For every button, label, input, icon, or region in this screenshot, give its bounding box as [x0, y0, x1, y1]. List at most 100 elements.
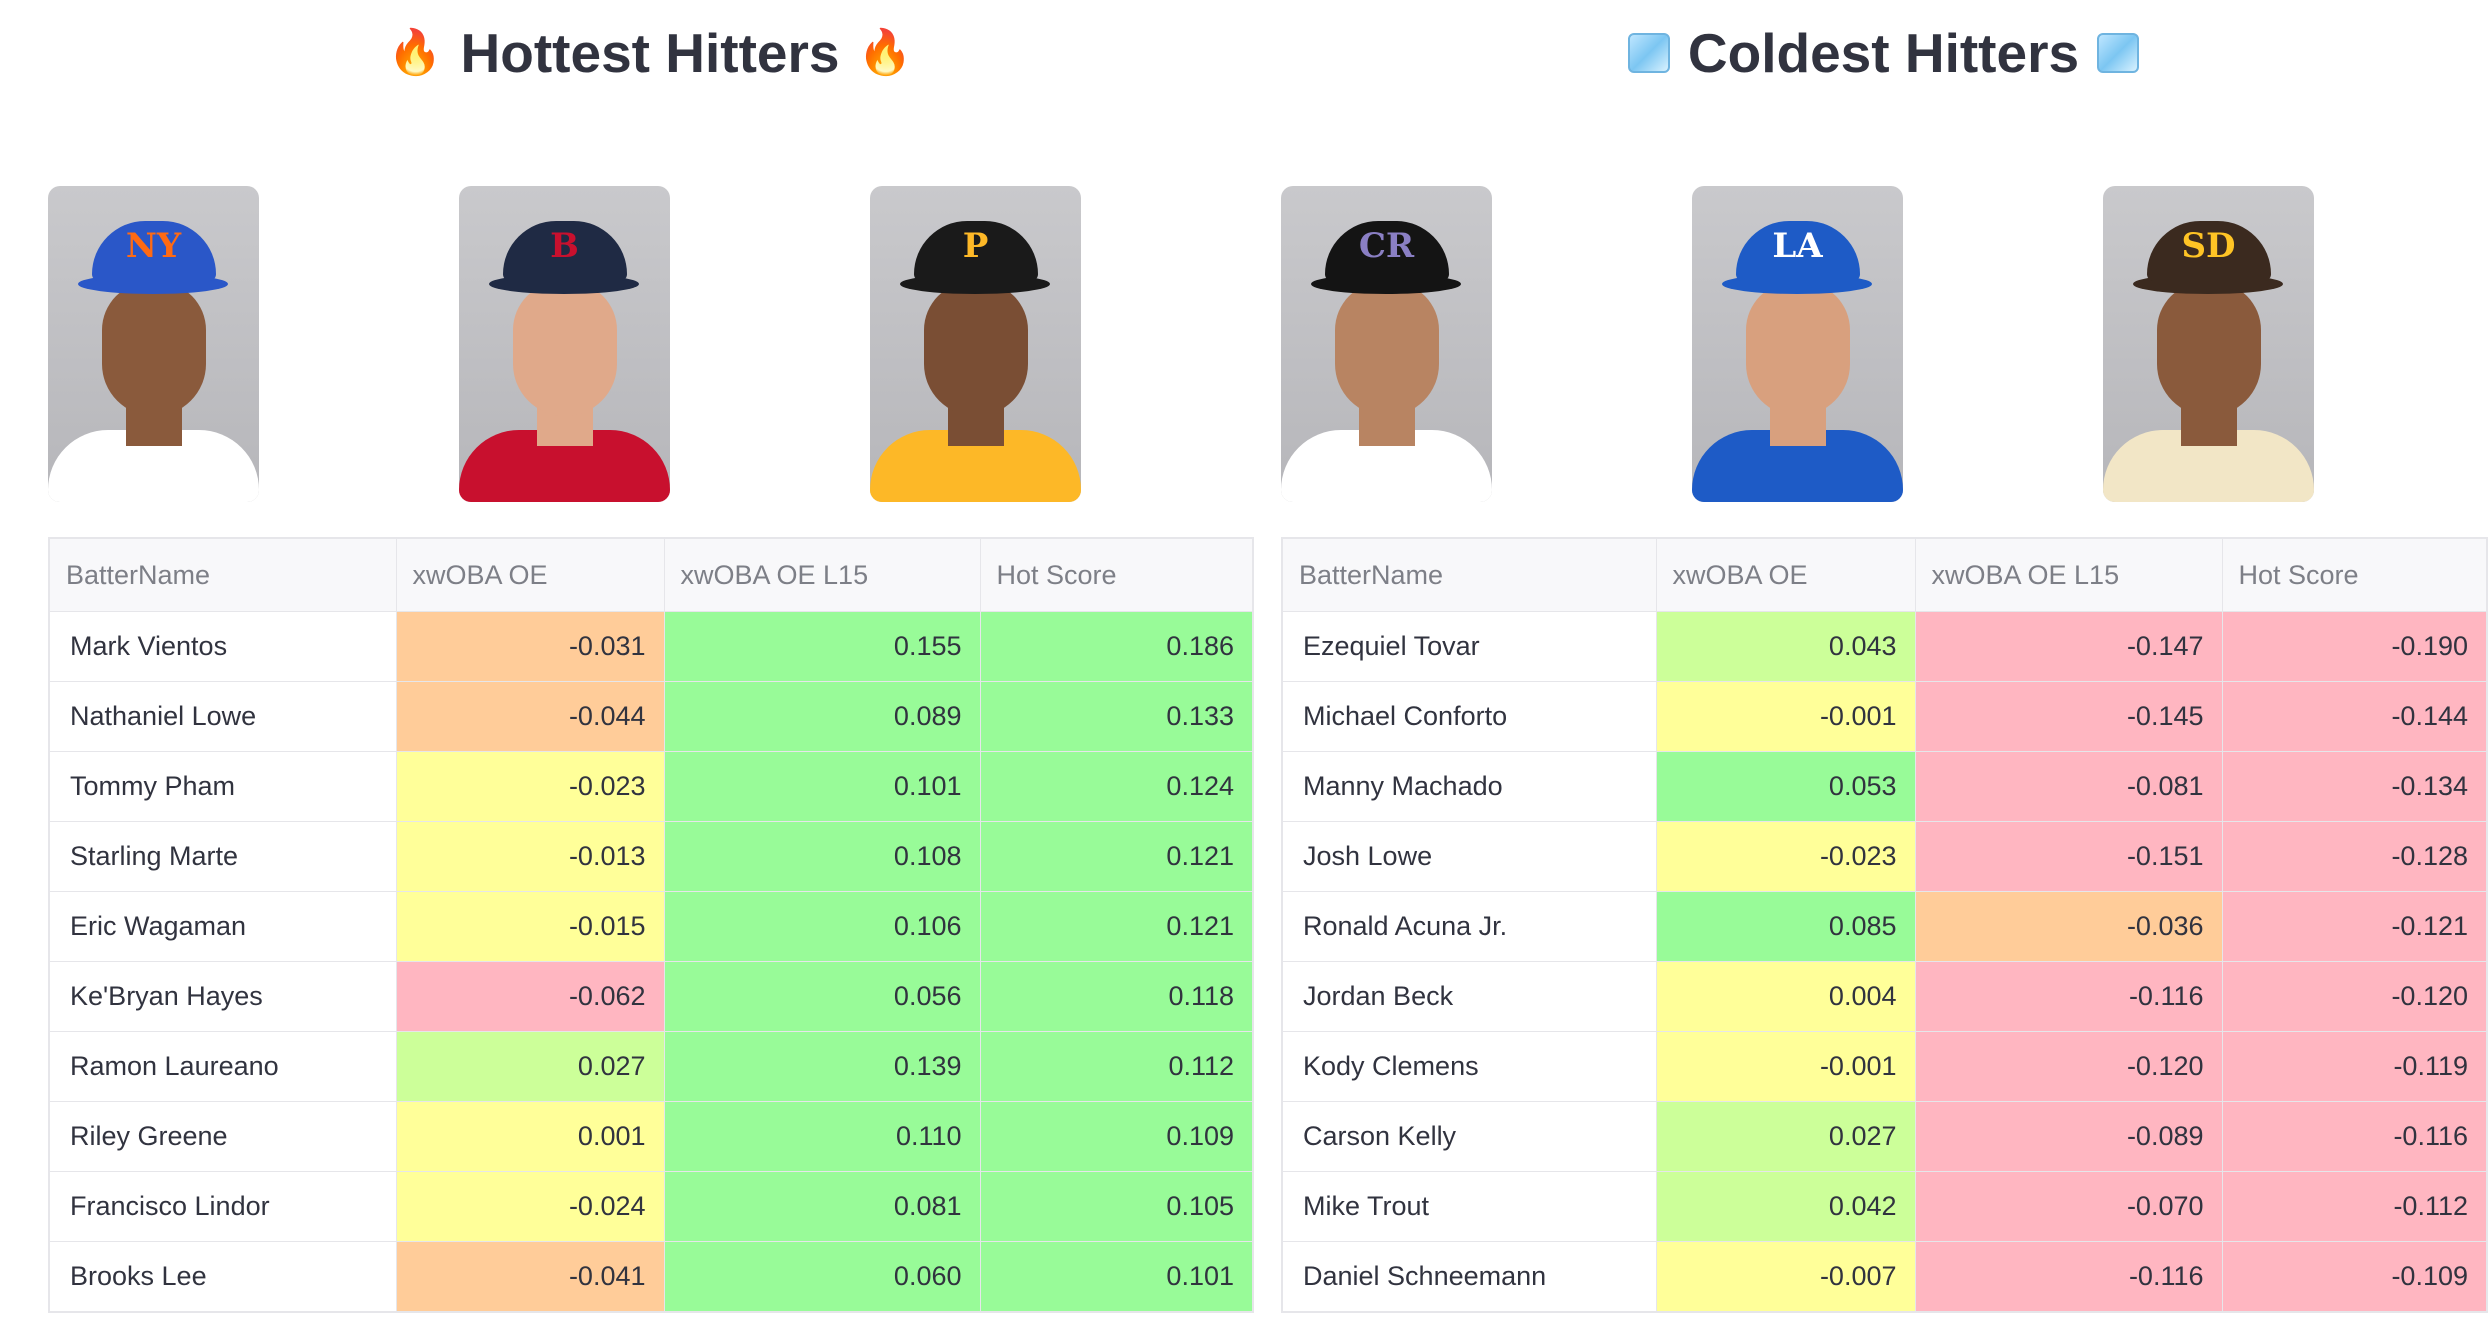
table-row[interactable]: Carson Kelly 0.027 -0.089 -0.116 — [1281, 1101, 2488, 1172]
hot-score-cell[interactable]: 0.118 — [979, 961, 1254, 1032]
xwoba-oe-cell[interactable]: -0.007 — [1655, 1241, 1916, 1313]
table-row[interactable]: Brooks Lee -0.041 0.060 0.101 — [48, 1241, 1254, 1313]
batter-name-cell[interactable]: Daniel Schneemann — [1281, 1241, 1657, 1313]
xwoba-oe-l15-cell[interactable]: 0.139 — [663, 1031, 981, 1102]
xwoba-oe-cell[interactable]: -0.001 — [1655, 1031, 1916, 1102]
xwoba-oe-cell[interactable]: 0.027 — [1655, 1101, 1916, 1172]
column-header-xwoba-oe-l15[interactable]: xwOBA OE L15 — [663, 537, 981, 612]
xwoba-oe-cell[interactable]: 0.085 — [1655, 891, 1916, 962]
table-row[interactable]: Kody Clemens -0.001 -0.120 -0.119 — [1281, 1031, 2488, 1102]
batter-name-cell[interactable]: Kody Clemens — [1281, 1031, 1657, 1102]
batter-name-cell[interactable]: Starling Marte — [48, 821, 397, 892]
table-row[interactable]: Tommy Pham -0.023 0.101 0.124 — [48, 751, 1254, 822]
table-row[interactable]: Jordan Beck 0.004 -0.116 -0.120 — [1281, 961, 2488, 1032]
xwoba-oe-l15-cell[interactable]: -0.070 — [1914, 1171, 2223, 1242]
table-row[interactable]: Nathaniel Lowe -0.044 0.089 0.133 — [48, 681, 1254, 752]
hot-score-cell[interactable]: 0.133 — [979, 681, 1254, 752]
column-header-hot-score[interactable]: Hot Score — [2221, 537, 2488, 612]
table-row[interactable]: Starling Marte -0.013 0.108 0.121 — [48, 821, 1254, 892]
xwoba-oe-cell[interactable]: -0.013 — [395, 821, 665, 892]
xwoba-oe-cell[interactable]: 0.043 — [1655, 611, 1916, 682]
table-row[interactable]: Francisco Lindor -0.024 0.081 0.105 — [48, 1171, 1254, 1242]
batter-name-cell[interactable]: Ronald Acuna Jr. — [1281, 891, 1657, 962]
column-header-battername[interactable]: BatterName — [1281, 537, 1657, 612]
column-header-xwoba-oe[interactable]: xwOBA OE — [395, 537, 665, 612]
xwoba-oe-l15-cell[interactable]: 0.108 — [663, 821, 981, 892]
xwoba-oe-l15-cell[interactable]: 0.110 — [663, 1101, 981, 1172]
xwoba-oe-cell[interactable]: 0.004 — [1655, 961, 1916, 1032]
hot-score-cell[interactable]: -0.190 — [2221, 611, 2488, 682]
table-row[interactable]: Mike Trout 0.042 -0.070 -0.112 — [1281, 1171, 2488, 1242]
column-header-xwoba-oe-l15[interactable]: xwOBA OE L15 — [1914, 537, 2223, 612]
column-header-hot-score[interactable]: Hot Score — [979, 537, 1254, 612]
table-row[interactable]: Eric Wagaman -0.015 0.106 0.121 — [48, 891, 1254, 962]
hot-score-cell[interactable]: -0.120 — [2221, 961, 2488, 1032]
batter-name-cell[interactable]: Tommy Pham — [48, 751, 397, 822]
column-header-battername[interactable]: BatterName — [48, 537, 397, 612]
hot-score-cell[interactable]: 0.121 — [979, 891, 1254, 962]
xwoba-oe-l15-cell[interactable]: 0.060 — [663, 1241, 981, 1313]
xwoba-oe-cell[interactable]: 0.027 — [395, 1031, 665, 1102]
xwoba-oe-cell[interactable]: -0.015 — [395, 891, 665, 962]
hot-score-cell[interactable]: -0.144 — [2221, 681, 2488, 752]
hot-score-cell[interactable]: 0.105 — [979, 1171, 1254, 1242]
batter-name-cell[interactable]: Mark Vientos — [48, 611, 397, 682]
xwoba-oe-l15-cell[interactable]: -0.116 — [1914, 961, 2223, 1032]
batter-name-cell[interactable]: Michael Conforto — [1281, 681, 1657, 752]
batter-name-cell[interactable]: Manny Machado — [1281, 751, 1657, 822]
hot-score-cell[interactable]: -0.112 — [2221, 1171, 2488, 1242]
hot-score-cell[interactable]: -0.109 — [2221, 1241, 2488, 1313]
batter-name-cell[interactable]: Ezequiel Tovar — [1281, 611, 1657, 682]
hot-score-cell[interactable]: -0.128 — [2221, 821, 2488, 892]
column-header-xwoba-oe[interactable]: xwOBA OE — [1655, 537, 1916, 612]
xwoba-oe-l15-cell[interactable]: 0.106 — [663, 891, 981, 962]
table-row[interactable]: Manny Machado 0.053 -0.081 -0.134 — [1281, 751, 2488, 822]
xwoba-oe-cell[interactable]: -0.031 — [395, 611, 665, 682]
xwoba-oe-cell[interactable]: -0.023 — [395, 751, 665, 822]
xwoba-oe-l15-cell[interactable]: -0.089 — [1914, 1101, 2223, 1172]
xwoba-oe-cell[interactable]: 0.042 — [1655, 1171, 1916, 1242]
batter-name-cell[interactable]: Brooks Lee — [48, 1241, 397, 1313]
batter-name-cell[interactable]: Nathaniel Lowe — [48, 681, 397, 752]
xwoba-oe-cell[interactable]: -0.023 — [1655, 821, 1916, 892]
xwoba-oe-cell[interactable]: -0.062 — [395, 961, 665, 1032]
xwoba-oe-l15-cell[interactable]: -0.036 — [1914, 891, 2223, 962]
xwoba-oe-l15-cell[interactable]: -0.151 — [1914, 821, 2223, 892]
batter-name-cell[interactable]: Carson Kelly — [1281, 1101, 1657, 1172]
batter-name-cell[interactable]: Josh Lowe — [1281, 821, 1657, 892]
batter-name-cell[interactable]: Eric Wagaman — [48, 891, 397, 962]
hot-score-cell[interactable]: 0.112 — [979, 1031, 1254, 1102]
xwoba-oe-l15-cell[interactable]: 0.081 — [663, 1171, 981, 1242]
batter-name-cell[interactable]: Ke'Bryan Hayes — [48, 961, 397, 1032]
table-row[interactable]: Ke'Bryan Hayes -0.062 0.056 0.118 — [48, 961, 1254, 1032]
table-row[interactable]: Riley Greene 0.001 0.110 0.109 — [48, 1101, 1254, 1172]
xwoba-oe-l15-cell[interactable]: 0.101 — [663, 751, 981, 822]
xwoba-oe-l15-cell[interactable]: -0.081 — [1914, 751, 2223, 822]
hot-score-cell[interactable]: -0.134 — [2221, 751, 2488, 822]
batter-name-cell[interactable]: Ramon Laureano — [48, 1031, 397, 1102]
batter-name-cell[interactable]: Mike Trout — [1281, 1171, 1657, 1242]
hot-score-cell[interactable]: 0.124 — [979, 751, 1254, 822]
table-row[interactable]: Ronald Acuna Jr. 0.085 -0.036 -0.121 — [1281, 891, 2488, 962]
xwoba-oe-l15-cell[interactable]: -0.120 — [1914, 1031, 2223, 1102]
xwoba-oe-cell[interactable]: -0.044 — [395, 681, 665, 752]
xwoba-oe-l15-cell[interactable]: 0.089 — [663, 681, 981, 752]
xwoba-oe-l15-cell[interactable]: 0.155 — [663, 611, 981, 682]
table-row[interactable]: Ezequiel Tovar 0.043 -0.147 -0.190 — [1281, 611, 2488, 682]
hot-score-cell[interactable]: 0.121 — [979, 821, 1254, 892]
xwoba-oe-cell[interactable]: 0.053 — [1655, 751, 1916, 822]
batter-name-cell[interactable]: Francisco Lindor — [48, 1171, 397, 1242]
table-row[interactable]: Josh Lowe -0.023 -0.151 -0.128 — [1281, 821, 2488, 892]
hot-score-cell[interactable]: -0.121 — [2221, 891, 2488, 962]
hot-score-cell[interactable]: -0.116 — [2221, 1101, 2488, 1172]
table-row[interactable]: Mark Vientos -0.031 0.155 0.186 — [48, 611, 1254, 682]
table-row[interactable]: Ramon Laureano 0.027 0.139 0.112 — [48, 1031, 1254, 1102]
xwoba-oe-cell[interactable]: -0.041 — [395, 1241, 665, 1313]
hot-score-cell[interactable]: -0.119 — [2221, 1031, 2488, 1102]
hot-score-cell[interactable]: 0.186 — [979, 611, 1254, 682]
xwoba-oe-l15-cell[interactable]: -0.116 — [1914, 1241, 2223, 1313]
xwoba-oe-cell[interactable]: -0.001 — [1655, 681, 1916, 752]
hot-score-cell[interactable]: 0.109 — [979, 1101, 1254, 1172]
xwoba-oe-cell[interactable]: -0.024 — [395, 1171, 665, 1242]
batter-name-cell[interactable]: Jordan Beck — [1281, 961, 1657, 1032]
